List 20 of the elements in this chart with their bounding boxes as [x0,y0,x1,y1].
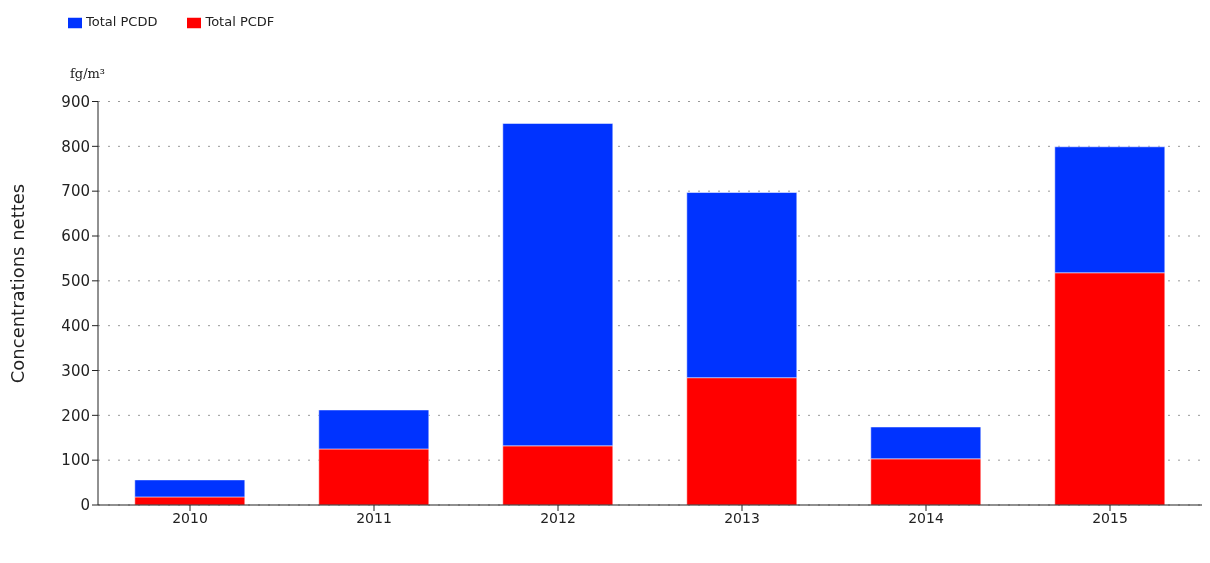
y-tick-label: 400 [61,316,90,335]
legend-label: Total PCDD [86,14,158,29]
y-axis-title: Concentrations nettes [7,183,29,384]
y-tick-label: 700 [61,182,90,201]
x-tick-label: 2013 [724,509,760,526]
y-tick-label: 0 [80,496,90,515]
y-tick-label: 300 [61,361,90,380]
x-tick-label: 2012 [540,509,576,526]
y-tick-label: 900 [61,92,90,111]
y-tick-label: 200 [61,406,90,425]
x-tick-label: 2010 [172,509,208,526]
x-tick-label: 2011 [356,509,392,526]
y-tick-label: 500 [61,272,90,291]
text: fg/m³ [70,66,106,81]
y-tick-label: 100 [61,451,90,470]
x-tick-label: 2014 [908,509,944,526]
y-tick-label: 800 [61,137,90,156]
legend-label: Total PCDF [205,14,275,29]
x-tick-label: 2015 [1092,509,1128,526]
y-tick-label: 600 [61,227,90,246]
